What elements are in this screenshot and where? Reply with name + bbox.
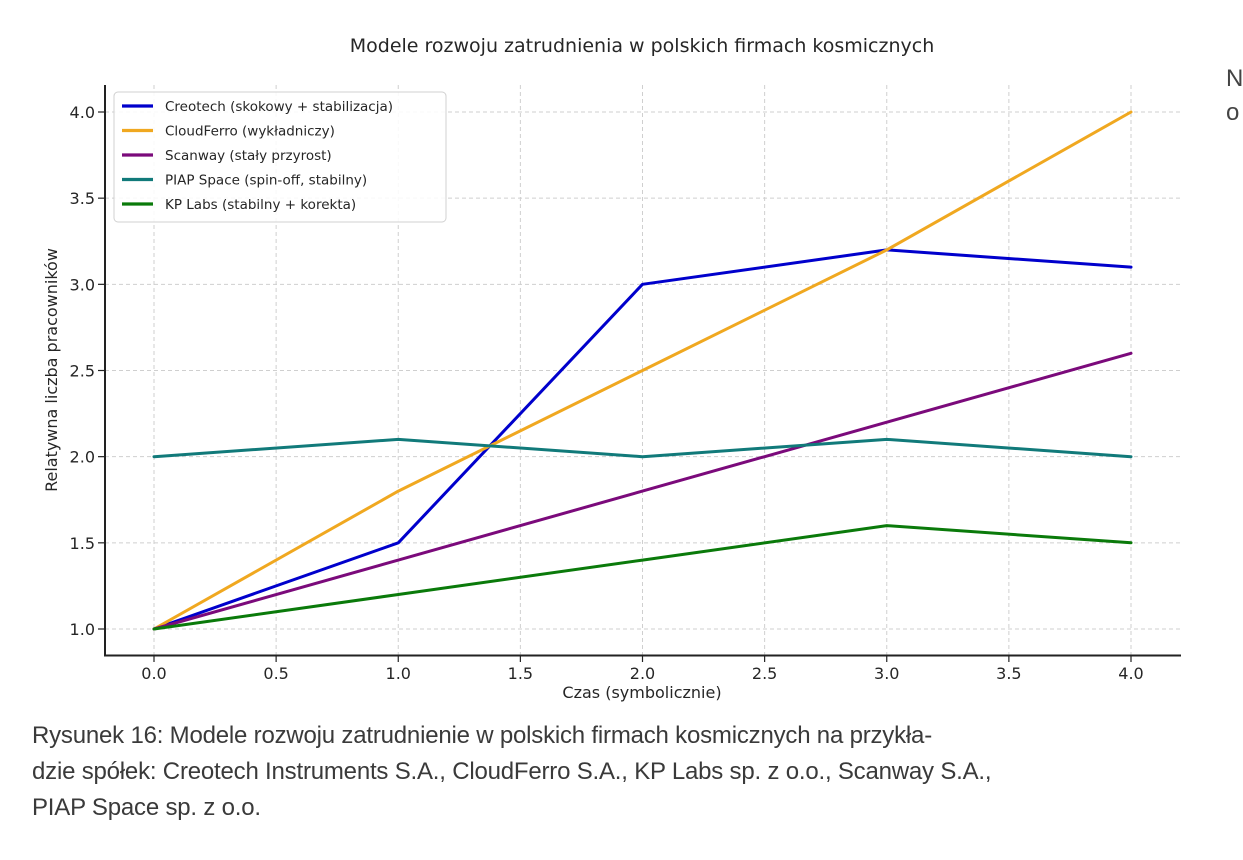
legend-label-4: KP Labs (stabilny + korekta): [165, 197, 356, 213]
legend-label-2: Scanway (stały przyrost): [165, 148, 332, 164]
x-tick-label: 2.5: [752, 664, 777, 683]
legend-label-3: PIAP Space (spin-off, stabilny): [165, 173, 367, 189]
y-tick-label: 2.0: [70, 448, 95, 467]
y-tick-label: 1.5: [70, 534, 95, 553]
x-tick-label: 1.0: [386, 664, 411, 683]
y-tick-labels: 1.0 1.5 2.0 2.5 3.0 3.5 4.0: [70, 103, 105, 639]
y-tick-label: 2.5: [70, 362, 95, 381]
y-tick-label: 1.0: [70, 620, 95, 639]
series-line-2: [152, 351, 1133, 631]
legend-box: [113, 91, 447, 223]
y-tick-label: 3.5: [70, 189, 95, 208]
side-letter-2: o: [1226, 99, 1240, 126]
series-line-0: [152, 248, 1133, 631]
x-tick-label: 2.0: [630, 664, 655, 683]
x-tick-label: 3.0: [874, 664, 899, 683]
chart-title: Modele rozwoju zatrudnienia w polskich f…: [350, 35, 935, 57]
caption-line-1: Rysunek 16: Modele rozwoju zatrudnienie …: [32, 722, 932, 749]
side-letter-1: N: [1226, 65, 1243, 92]
series-line-3: [152, 437, 1133, 459]
figure-caption: Rysunek 16: Modele rozwoju zatrudnienie …: [32, 718, 1212, 826]
line-chart: Modele rozwoju zatrudnienia w polskich f…: [42, 35, 1181, 702]
x-tick-labels: 0.0 0.5 1.0 1.5 2.0 2.5 3.0 3.5 4.0: [141, 655, 1144, 683]
x-tick-label: 1.5: [508, 664, 533, 683]
x-tick-label: 4.0: [1118, 664, 1143, 683]
x-axis-label: Czas (symbolicznie): [562, 683, 721, 702]
legend-label-0: Creotech (skokowy + stabilizacja): [165, 99, 393, 115]
x-tick-label: 0.0: [141, 664, 166, 683]
y-tick-label: 4.0: [70, 103, 95, 122]
y-axis-label: Relatywna liczba pracowników: [42, 248, 61, 492]
y-tick-label: 3.0: [70, 275, 95, 294]
series-line-1: [152, 110, 1133, 631]
caption-line-3: PIAP Space sp. z o.o.: [32, 794, 261, 821]
x-tick-label: 0.5: [263, 664, 288, 683]
series-line-4: [152, 524, 1133, 631]
legend-label-1: CloudFerro (wykładniczy): [165, 124, 335, 140]
clipped-side-text: N o: [1226, 62, 1243, 130]
data-series: [152, 110, 1133, 631]
x-tick-label: 3.5: [996, 664, 1021, 683]
legend: Creotech (skokowy + stabilizacja) CloudFe…: [113, 91, 447, 223]
caption-line-2: dzie spółek: Creotech Instruments S.A., …: [32, 758, 992, 785]
